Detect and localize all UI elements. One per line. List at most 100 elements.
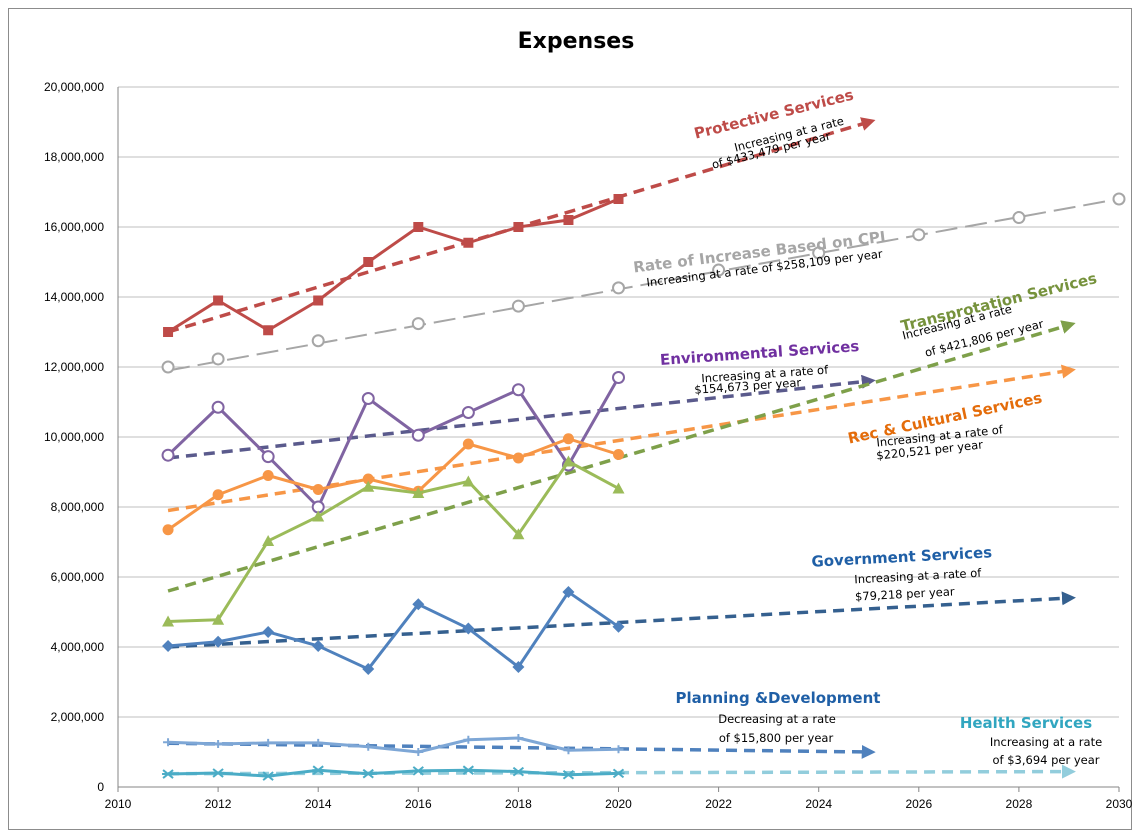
trendline-rate-of-increase-based-on-cpi: [167, 198, 1120, 372]
annotation-title: Planning &Development: [676, 689, 881, 707]
data-point: [511, 299, 525, 313]
data-point: [262, 534, 275, 546]
series-government-services: [162, 586, 625, 676]
annotation-text: of $15,800 per year: [719, 731, 834, 745]
data-point: [313, 738, 324, 747]
data-point: [462, 438, 474, 450]
x-tick-label: 2010: [105, 797, 132, 811]
data-point: [413, 748, 424, 756]
series-line: [167, 460, 620, 623]
x-tick-label: 2016: [405, 797, 432, 811]
series-health-services: [162, 765, 625, 781]
data-point: [462, 475, 475, 487]
data-point: [262, 771, 275, 781]
data-point: [363, 257, 374, 267]
series-planning-development: [163, 734, 624, 756]
data-point: [211, 400, 225, 414]
data-point: [613, 194, 624, 204]
data-point: [511, 383, 525, 397]
data-point: [512, 528, 525, 540]
data-point: [163, 738, 174, 747]
data-point: [162, 524, 174, 536]
y-tick-label: 4,000,000: [51, 640, 105, 654]
data-point: [162, 639, 175, 652]
y-tick-label: 14,000,000: [44, 290, 104, 304]
annotation-text: Increasing at a rate: [990, 735, 1102, 749]
data-point: [412, 598, 425, 611]
trendline-planning-development: [168, 741, 876, 759]
y-tick-label: 2,000,000: [51, 710, 105, 724]
series-lines: [161, 192, 1126, 781]
series-line: [167, 376, 620, 509]
y-tick-label: 8,000,000: [51, 500, 105, 514]
data-point: [212, 768, 225, 778]
series-rate-of-increase-based-on-cpi: [161, 192, 1126, 374]
data-point: [612, 620, 625, 633]
annotation-text: $79,218 per year: [855, 584, 955, 603]
data-point: [462, 765, 475, 775]
y-tick-label: 10,000,000: [44, 430, 104, 444]
data-point: [312, 510, 325, 522]
data-point: [161, 448, 175, 462]
data-point: [812, 246, 826, 260]
data-point: [163, 327, 174, 337]
data-point: [411, 317, 425, 331]
series-protective-services: [163, 194, 624, 337]
data-point: [513, 734, 524, 742]
x-tick-label: 2012: [205, 797, 232, 811]
data-point: [512, 766, 525, 777]
data-point: [512, 452, 524, 464]
data-point: [162, 615, 175, 627]
data-point: [161, 360, 175, 374]
x-tick-label: 2030: [1106, 797, 1133, 811]
y-tick-label: 20,000,000: [44, 80, 104, 94]
data-point: [313, 295, 324, 306]
y-tick-label: 12,000,000: [44, 360, 104, 374]
trendline-environmental-services: [167, 374, 876, 460]
series-line: [167, 437, 619, 531]
data-point: [162, 769, 175, 779]
data-point: [213, 295, 224, 306]
data-point: [513, 222, 524, 232]
x-tick-label: 2018: [505, 797, 532, 811]
data-point: [413, 222, 424, 232]
chart-title: Expenses: [518, 29, 635, 54]
series-environmental-services: [161, 371, 625, 514]
data-point: [263, 325, 274, 336]
data-point: [562, 769, 575, 780]
series-transprotation-services: [162, 455, 625, 627]
data-point: [612, 281, 625, 295]
data-point: [612, 768, 625, 779]
data-point: [362, 663, 375, 676]
x-tick-label: 2014: [305, 797, 332, 811]
series-line: [167, 736, 619, 754]
x-tick-label: 2020: [605, 797, 632, 811]
annotation-title: Environmental Services: [659, 337, 859, 369]
x-tick-label: 2024: [805, 797, 832, 811]
data-point: [563, 215, 574, 225]
x-tick-label: 2026: [905, 797, 932, 811]
data-point: [562, 455, 575, 467]
x-tick-label: 2028: [1006, 797, 1033, 811]
y-tick-label: 0: [97, 780, 104, 794]
data-point: [312, 484, 324, 495]
data-point: [563, 746, 574, 755]
data-point: [412, 487, 425, 498]
data-point: [562, 433, 574, 445]
data-point: [411, 428, 425, 442]
x-tick-label: 2022: [705, 797, 732, 811]
data-point: [463, 237, 474, 248]
data-point: [362, 768, 375, 779]
annotation-planning-development: Planning &Development Decreasing at a rat…: [676, 689, 881, 745]
data-point: [461, 406, 475, 419]
data-point: [312, 765, 325, 775]
data-point: [212, 489, 224, 501]
annotation-text: Decreasing at a rate: [718, 712, 836, 726]
data-point: [362, 480, 375, 492]
y-tick-label: 16,000,000: [44, 220, 104, 234]
data-point: [412, 766, 425, 776]
axes: 0 2,000,000 4,000,000 6,000,000 8,000,000 10,…: [44, 80, 1133, 811]
